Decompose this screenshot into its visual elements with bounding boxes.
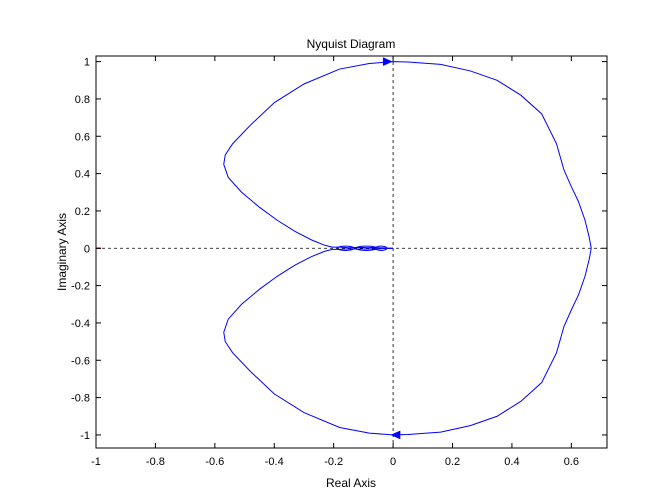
y-tick-label: 0.4: [75, 169, 90, 181]
curve-loop-0: [336, 245, 355, 251]
x-axis-label: Real Axis: [326, 476, 376, 490]
y-tick-label: 0: [84, 243, 90, 255]
y-tick-label: 0.8: [75, 94, 90, 106]
plot-area: -1 -0.8 -0.6 -0.4 -0.2 0 0.2 0.4 0.6 -1 -0.8 -0.6 -0…: [71, 55, 608, 468]
y-tick-label: 1: [84, 57, 90, 69]
y-axis-label: Imaginary Axis: [55, 213, 69, 291]
x-tick-label: 0.2: [445, 456, 460, 468]
plot-background: [96, 56, 607, 448]
curve-loop-1: [355, 245, 378, 251]
y-tick-label: -0.8: [71, 393, 90, 405]
y-tick-label: 0.2: [75, 206, 90, 218]
x-tick-label: 0: [390, 456, 396, 468]
x-tick-label: -0.2: [324, 456, 343, 468]
y-tick-label: -0.4: [71, 318, 90, 330]
direction-arrow-upper: [382, 57, 393, 66]
curve-loop-2: [375, 245, 388, 251]
x-tick-label: 0.6: [564, 456, 579, 468]
y-tick-label: -0.6: [71, 355, 90, 367]
x-tick-label: -0.4: [265, 456, 284, 468]
y-tick-label: -1: [80, 430, 90, 442]
x-tick-label: -1: [91, 456, 101, 468]
y-tick-label: 0.6: [75, 131, 90, 143]
nyquist-curve-positive: [223, 61, 592, 249]
x-tick-label: 0.4: [504, 456, 519, 468]
direction-arrow-lower: [390, 430, 401, 440]
chart-title: Nyquist Diagram: [307, 37, 396, 51]
nyquist-curve-negative: [223, 247, 592, 436]
x-tick-label: -0.8: [146, 456, 165, 468]
y-tick-label: -0.2: [71, 281, 90, 293]
axes-frame: [95, 55, 608, 449]
x-tick-label: -0.6: [205, 456, 224, 468]
